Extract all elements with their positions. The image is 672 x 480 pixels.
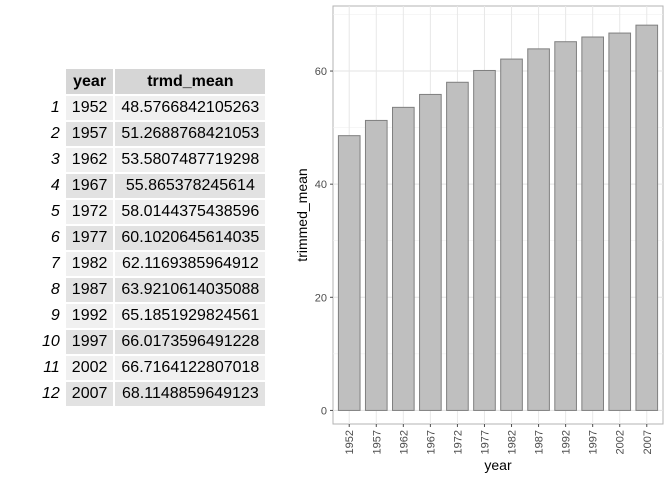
cell-year: 1977 — [65, 226, 114, 250]
cell-trmd-mean: 63.9210614035088 — [115, 278, 266, 302]
column-header-trmd-mean: trmd_mean — [115, 69, 266, 94]
bar-1987 — [527, 48, 550, 411]
cell-trmd-mean: 60.1020645614035 — [115, 226, 266, 250]
row-number: 8 — [50, 281, 60, 298]
cell-year: 1962 — [65, 148, 114, 172]
cell-trmd-mean: 65.1851929824561 — [115, 304, 266, 328]
x-tick-label: 1982 — [507, 430, 519, 454]
table-row: 3 1962 53.5807487719298 — [38, 148, 266, 172]
bar-1957 — [364, 119, 388, 411]
column-header-year: year — [65, 69, 114, 94]
x-tick-label: 1977 — [479, 430, 491, 454]
row-number: 9 — [50, 307, 60, 324]
x-tick-label: 1997 — [588, 430, 600, 454]
row-number: 1 — [50, 99, 60, 116]
cell-year: 1997 — [65, 330, 114, 354]
cell-year: 1957 — [65, 122, 114, 146]
cell-year: 1987 — [65, 278, 114, 302]
y-tick-label: 60 — [315, 66, 327, 78]
cell-year: 2007 — [65, 382, 114, 406]
table-row: 7 1982 62.1169385964912 — [38, 252, 266, 276]
row-number: 7 — [50, 255, 60, 272]
bar-1982 — [500, 58, 523, 411]
x-tick-label: 1992 — [561, 430, 573, 454]
cell-trmd-mean: 55.865378245614 — [115, 174, 266, 198]
cell-year: 1967 — [65, 174, 114, 198]
minor-gridlines — [333, 14, 663, 355]
bars — [337, 24, 659, 411]
cell-trmd-mean: 68.1148859649123 — [115, 382, 266, 406]
table-row: 10 1997 66.0173596491228 — [38, 330, 266, 354]
cell-trmd-mean: 66.7164122807018 — [115, 356, 266, 380]
cell-year: 1952 — [65, 96, 114, 120]
cell-trmd-mean: 48.5766842105263 — [115, 96, 266, 120]
data-table: year trmd_mean 1 1952 48.5766842105263 2 195… — [36, 67, 267, 408]
y-tick-label: 40 — [315, 179, 327, 191]
row-number: 10 — [42, 333, 60, 350]
cell-year: 2002 — [65, 356, 114, 380]
x-tick-label: 1987 — [534, 430, 546, 454]
y-tick-label: 0 — [321, 405, 327, 417]
cell-trmd-mean: 62.1169385964912 — [115, 252, 266, 276]
cell-year: 1992 — [65, 304, 114, 328]
row-number: 6 — [50, 229, 60, 246]
bar-2007 — [635, 24, 659, 411]
cell-year: 1972 — [65, 200, 114, 224]
y-axis-title: trimmed_mean — [294, 168, 310, 261]
bar-1997 — [581, 36, 604, 411]
bar-1967 — [419, 93, 442, 411]
plot-panel — [332, 5, 664, 425]
table-row: 1 1952 48.5766842105263 — [38, 96, 266, 120]
cell-trmd-mean: 58.0144375438596 — [115, 200, 266, 224]
x-tick-label: 1957 — [371, 430, 383, 454]
row-number: 3 — [50, 151, 60, 168]
bar-1952 — [337, 135, 361, 411]
row-number: 2 — [50, 125, 60, 142]
table-row: 9 1992 65.1851929824561 — [38, 304, 266, 328]
bar-1972 — [446, 81, 469, 411]
row-number: 4 — [50, 177, 60, 194]
cell-trmd-mean: 51.2688768421053 — [115, 122, 266, 146]
x-axis-title: year — [484, 457, 512, 473]
x-tick-label: 1962 — [398, 430, 410, 454]
cell-year: 1982 — [65, 252, 114, 276]
x-tick-label: 1972 — [452, 430, 464, 454]
x-tick-label: 2002 — [615, 430, 627, 454]
x-tick-label: 1967 — [425, 430, 437, 454]
table-row: 8 1987 63.9210614035088 — [38, 278, 266, 302]
bar-1977 — [473, 69, 496, 411]
cell-trmd-mean: 66.0173596491228 — [115, 330, 266, 354]
table-row: 12 2007 68.1148859649123 — [38, 382, 266, 406]
y-tick-label: 20 — [315, 292, 327, 304]
table-row: 5 1972 58.0144375438596 — [38, 200, 266, 224]
bar-1962 — [392, 106, 415, 411]
x-axis-ticks: 1952 1957 1962 1967 1972 1977 1982 1987 1992 1997… — [344, 424, 654, 454]
cell-trmd-mean: 53.5807487719298 — [115, 148, 266, 172]
data-table-container: year trmd_mean 1 1952 48.5766842105263 2 195… — [36, 67, 267, 408]
table-row: 11 2002 66.7164122807018 — [38, 356, 266, 380]
x-tick-label: 1952 — [344, 430, 356, 454]
x-tick-label: 2007 — [642, 430, 654, 454]
row-number: 11 — [43, 359, 60, 376]
y-axis-ticks: 0 20 40 60 — [315, 66, 333, 417]
table-row: 2 1957 51.2688768421053 — [38, 122, 266, 146]
bar-1992 — [554, 41, 577, 411]
table-row: 6 1977 60.1020645614035 — [38, 226, 266, 250]
row-number: 5 — [50, 203, 60, 220]
table-row: 4 1967 55.865378245614 — [38, 174, 266, 198]
bar-2002 — [608, 32, 632, 411]
row-number: 12 — [42, 385, 60, 402]
